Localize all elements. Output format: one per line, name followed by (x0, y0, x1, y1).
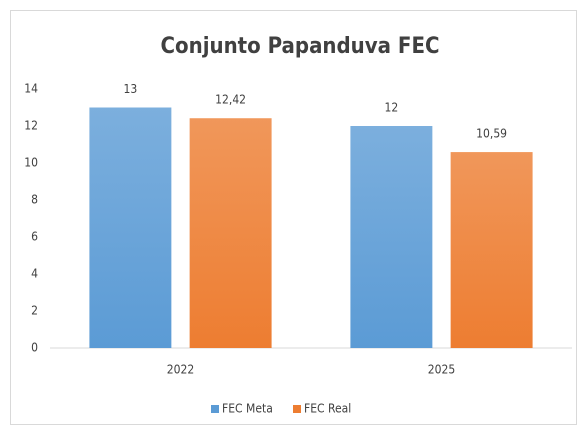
y-tick-label: 14 (24, 82, 38, 96)
bar (450, 152, 533, 348)
y-tick-label: 6 (31, 230, 38, 244)
chart-title: Conjunto Papanduva FEC (161, 34, 440, 59)
legend-swatch (293, 405, 301, 413)
legend-swatch (211, 405, 219, 413)
x-tick-label: 2022 (167, 363, 194, 377)
value-label: 12,42 (215, 93, 246, 107)
y-tick-label: 12 (24, 119, 38, 133)
value-label: 10,59 (476, 127, 507, 141)
y-tick-label: 4 (31, 267, 38, 281)
bar (89, 107, 172, 348)
y-tick-label: 8 (31, 193, 38, 207)
y-tick-label: 2 (31, 304, 38, 318)
value-label: 13 (124, 82, 138, 96)
y-tick-label: 0 (31, 341, 38, 355)
bar (350, 126, 433, 348)
bar (189, 118, 272, 348)
legend-label: FEC Real (304, 402, 351, 416)
value-label: 12 (385, 101, 399, 115)
y-tick-label: 10 (24, 156, 38, 170)
x-tick-label: 2025 (428, 363, 455, 377)
legend-label: FEC Meta (222, 402, 273, 416)
